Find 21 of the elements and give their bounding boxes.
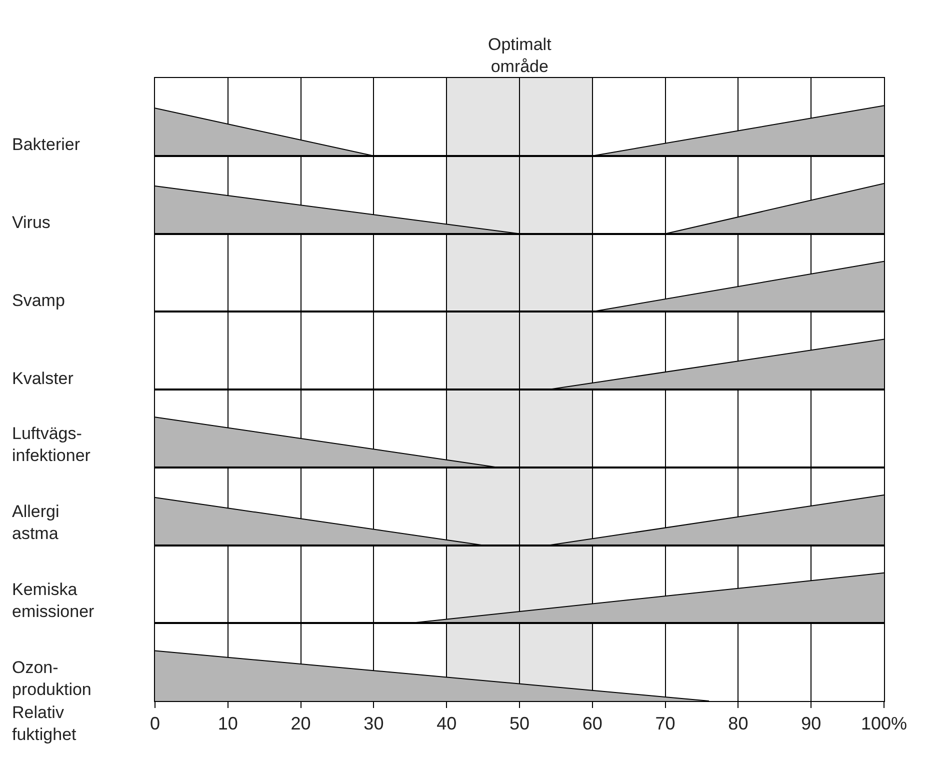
x-tick-label: 60: [582, 714, 602, 734]
y-axis-title: Luftvägs- infektioner: [12, 424, 91, 466]
x-tick-label: 80: [728, 714, 748, 734]
y-axis-title: Virus: [12, 213, 50, 232]
x-tick-label: 40: [436, 714, 457, 734]
x-tick-label: 10: [218, 714, 238, 734]
x-tick-label: 100%: [860, 714, 908, 734]
y-axis-title: Ozon- produktion: [12, 658, 92, 700]
x-tick-label: 30: [364, 714, 384, 734]
x-tick-label: 50: [509, 714, 530, 734]
y-axis-title: Kemiska emissioner: [12, 580, 95, 622]
x-tick-label: 90: [801, 714, 822, 734]
y-axis-title: Kvalster: [12, 369, 74, 388]
y-axis-title: Bakterier: [12, 135, 80, 154]
x-axis-title: Relativ fuktighet: [12, 703, 77, 744]
band-label: Optimalt område: [488, 35, 552, 76]
x-tick-label: 70: [655, 714, 676, 734]
x-tick-label: 20: [290, 714, 311, 734]
y-axis-title: Svamp: [12, 291, 65, 310]
x-tick-label: 0: [150, 714, 160, 734]
y-axis-title: Allergi astma: [12, 502, 60, 544]
